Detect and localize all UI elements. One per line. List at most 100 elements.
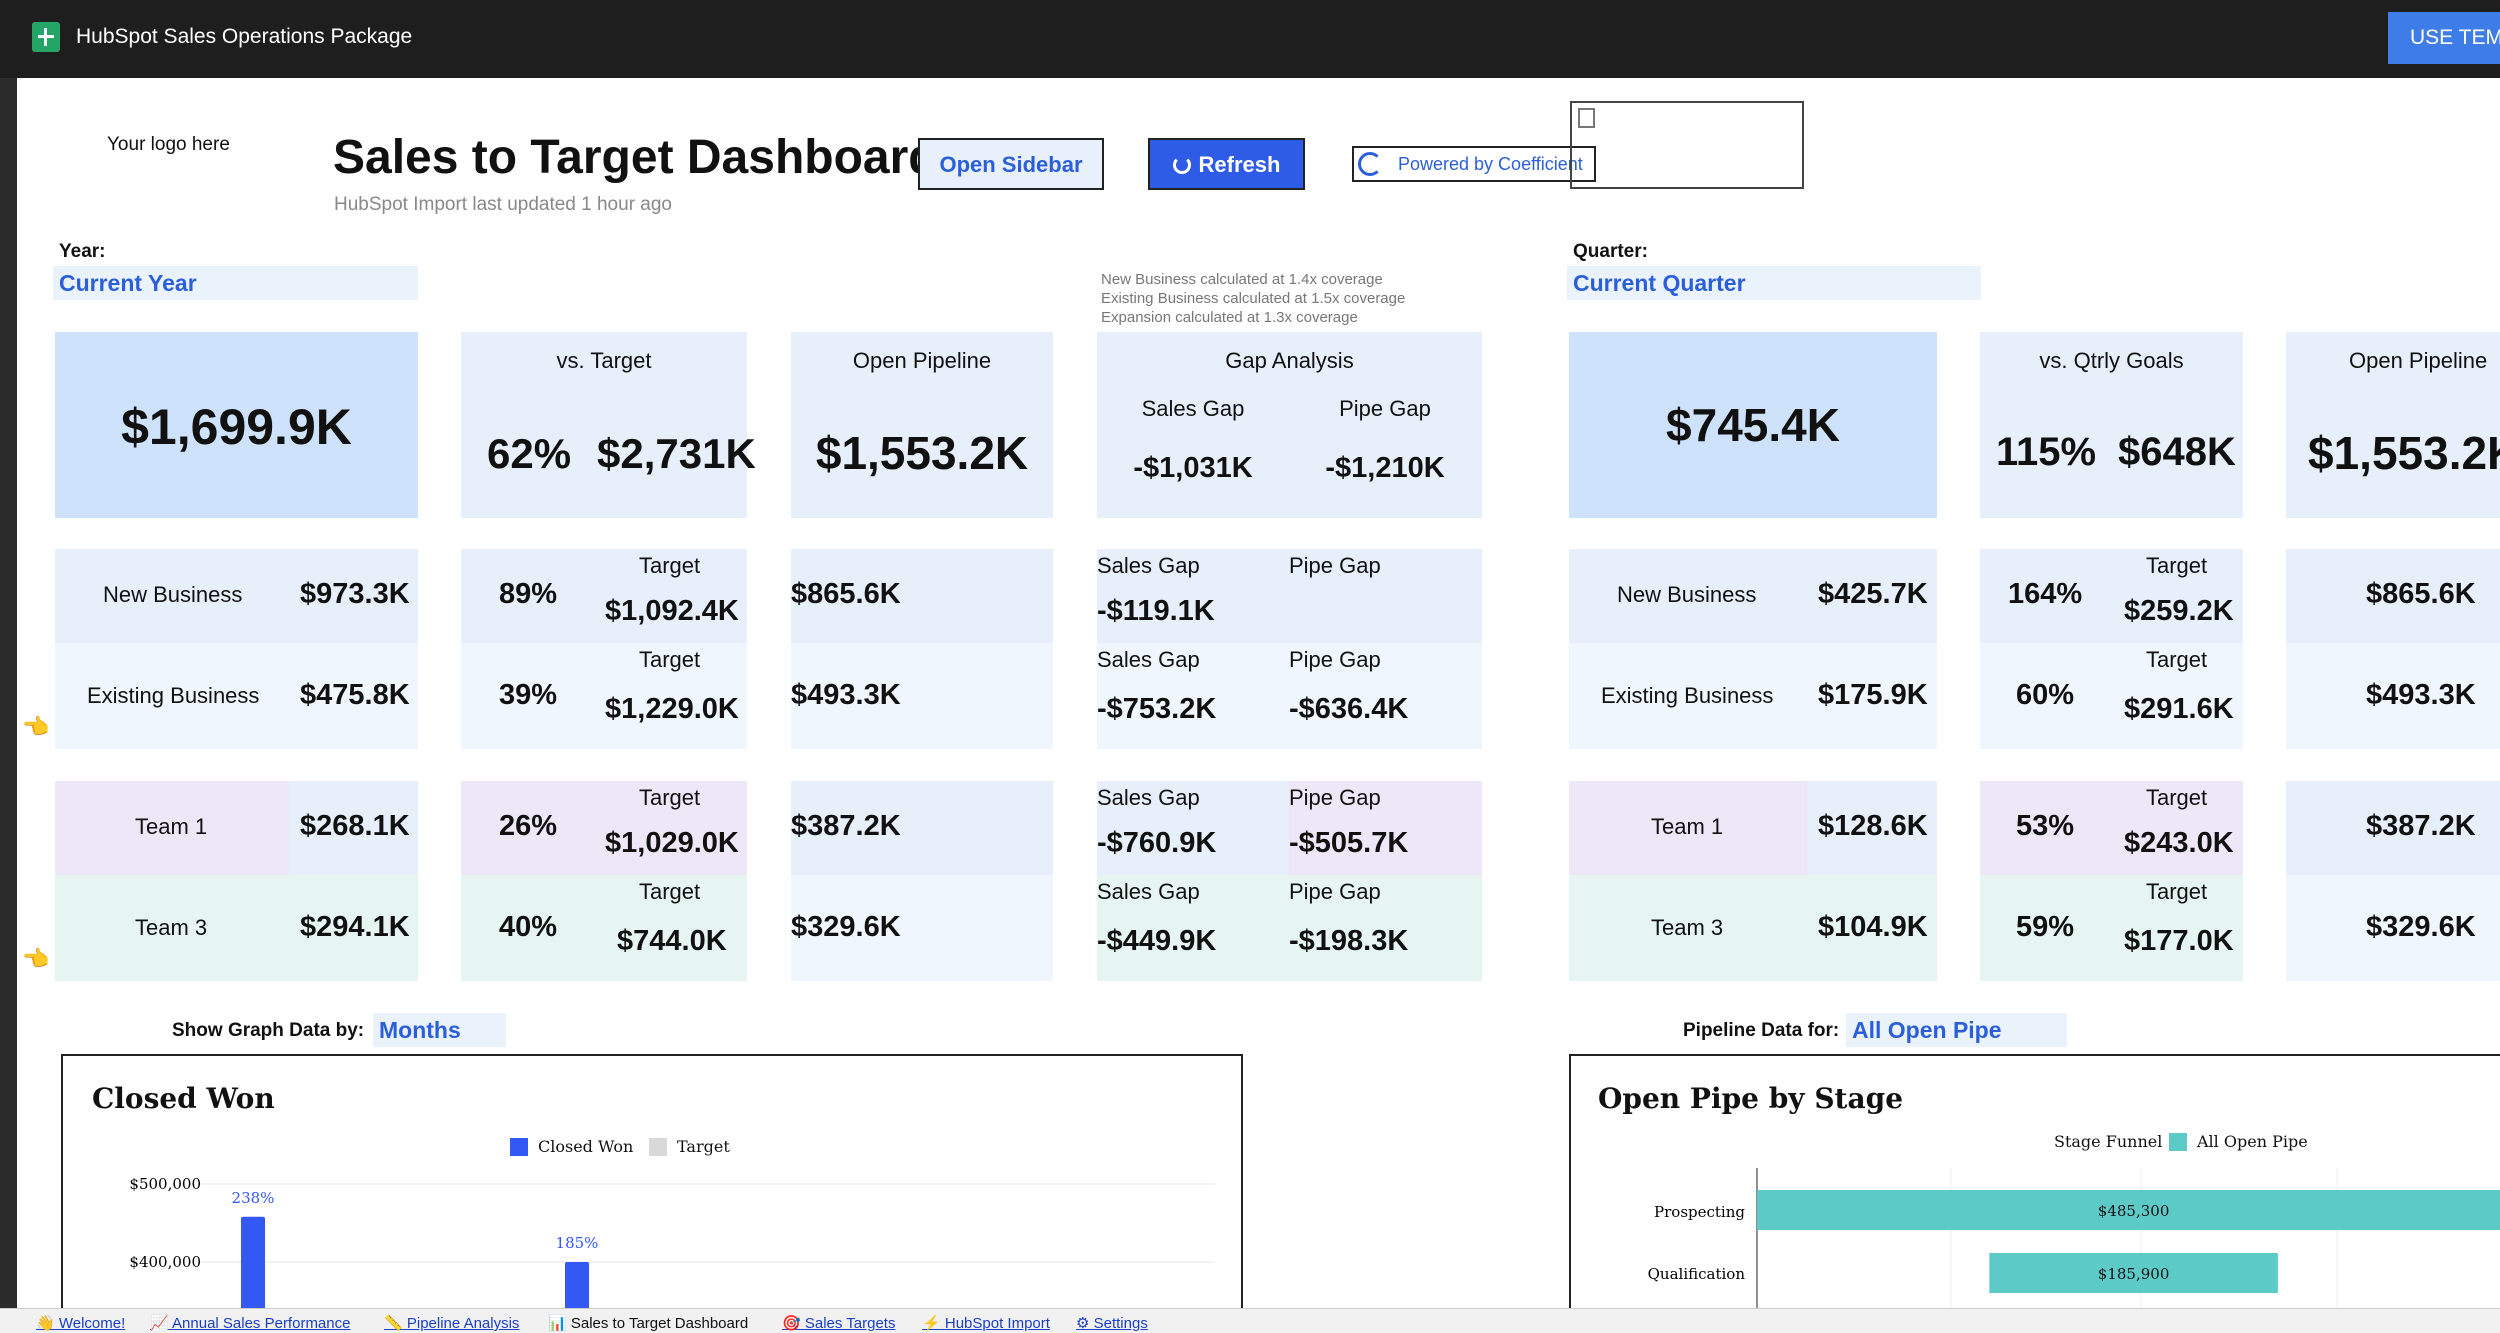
quarter-closed-total: $745.4K: [1666, 399, 1840, 451]
row-pct: 39%: [499, 679, 558, 711]
sales-gap-value: -$760.9K: [1097, 827, 1217, 859]
tab-label: Settings: [1093, 1315, 1148, 1332]
category-label: Prospecting: [1654, 1203, 1745, 1221]
page-title: Sales to Target Dashboard: [333, 131, 938, 184]
row-pipeline: $865.6K: [791, 578, 901, 610]
row-name: Team 1: [135, 814, 208, 839]
row-target: $243.0K: [2124, 827, 2234, 859]
year-row-pipeline-team-3: $329.6K: [791, 875, 1053, 981]
target-label: Target: [2146, 879, 2208, 904]
row-pipeline: $865.6K: [2366, 578, 2476, 610]
quarter-row-new-business: New Business $425.7K: [1569, 549, 1937, 643]
year-row-target-existing-business: 39% Target $1,229.0K: [461, 643, 747, 749]
tab-hubspot-import[interactable]: ⚡ HubSpot Import: [922, 1314, 1050, 1332]
coverage-note: New Business calculated at 1.4x coverage: [1101, 271, 1383, 288]
year-open-pipeline-card: Open Pipeline $1,553.2K: [791, 332, 1053, 518]
row-pct: 26%: [499, 810, 558, 842]
coverage-note: Existing Business calculated at 1.5x cov…: [1101, 290, 1406, 307]
target-label: Target: [639, 785, 701, 810]
year-label: Year:: [59, 241, 106, 262]
pipe-gap-label: Pipe Gap: [1289, 785, 1381, 810]
open-pipe-plot: Prospecting Qualification $485,300 $185,…: [1648, 1168, 2500, 1312]
graph-data-label: Show Graph Data by:: [172, 1020, 365, 1041]
sales-gap-value: -$119.1K: [1097, 595, 1215, 627]
gap-analysis-card: Gap Analysis Sales Gap Pipe Gap -$1,031K…: [1097, 332, 1482, 518]
row-closed: $294.1K: [300, 911, 410, 943]
quarter-row-target-team-3: 59% Target $177.0K: [1980, 875, 2243, 981]
image-placeholder-box: [1570, 101, 1804, 189]
tab-label: Sales Targets: [804, 1315, 896, 1332]
legend-label: Target: [677, 1137, 730, 1156]
row-pipeline: $493.3K: [2366, 679, 2476, 711]
y-tick-label: $400,000: [129, 1253, 201, 1271]
row-pipeline: $387.2K: [2366, 810, 2476, 842]
row-closed: $104.9K: [1818, 911, 1928, 943]
row-name: Existing Business: [1601, 683, 1774, 708]
row-name: New Business: [1617, 582, 1757, 607]
row-name: Team 3: [135, 915, 208, 940]
closed-won-plot: $500,000 $400,000 238% 185%: [129, 1175, 1215, 1312]
quarter-row-team-1: Team 1 $128.6K: [1569, 781, 1937, 875]
app-title: HubSpot Sales Operations Package: [76, 25, 413, 48]
quarter-row-target-team-1: 53% Target $243.0K: [1980, 781, 2243, 875]
row-closed: $425.7K: [1818, 578, 1928, 610]
tab-annual-sales-performance[interactable]: 📈 Annual Sales Performance: [150, 1314, 350, 1332]
row-target: $177.0K: [2124, 925, 2234, 957]
tab-welcome[interactable]: 👋 Welcome!: [36, 1314, 125, 1332]
gap-analysis-label: Gap Analysis: [1225, 348, 1354, 373]
pipeline-data-dropdown[interactable]: All Open Pipe: [1846, 1013, 2067, 1047]
quarter-open-pipeline-card: Open Pipeline $1,553.2K: [2286, 332, 2500, 518]
quarter-closed-total-card: $745.4K: [1569, 332, 1937, 518]
chart-title: Open Pipe by Stage: [1598, 1082, 1904, 1115]
sales-gap-bg: [1097, 781, 1289, 875]
coverage-note: Expansion calculated at 1.3x coverage: [1101, 309, 1358, 326]
category-label: Qualification: [1648, 1265, 1746, 1283]
row-closed: $128.6K: [1818, 810, 1928, 842]
team-1-swatch: [1569, 781, 1807, 875]
year-row-pipeline-new-business: $865.6K: [791, 549, 1053, 643]
tab-settings[interactable]: ⚙ Settings: [1076, 1314, 1148, 1332]
tab-pipeline-analysis[interactable]: 📏 Pipeline Analysis: [384, 1314, 519, 1332]
open-pipeline-amount: $1,553.2K: [2308, 427, 2500, 479]
pipe-gap-value: -$198.3K: [1289, 925, 1409, 957]
powered-by-coefficient-link[interactable]: Powered by Coefficient: [1352, 146, 1596, 182]
vs-goals-amount: $648K: [2118, 430, 2236, 474]
sales-gap-label: Sales Gap: [1141, 396, 1245, 421]
coefficient-logo-icon: [1358, 152, 1382, 176]
year-dropdown[interactable]: Current Year: [53, 266, 418, 300]
open-sidebar-button[interactable]: Open Sidebar: [918, 138, 1104, 190]
pipe-gap-label: Pipe Gap: [1289, 647, 1381, 672]
refresh-button[interactable]: Refresh: [1148, 138, 1305, 190]
row-target: $1,029.0K: [605, 827, 739, 859]
quarter-dropdown[interactable]: Current Quarter: [1567, 266, 1981, 300]
tab-sales-targets[interactable]: 🎯 Sales Targets: [782, 1314, 895, 1332]
tab-label: Annual Sales Performance: [172, 1315, 351, 1332]
tab-label: HubSpot Import: [944, 1315, 1050, 1332]
target-icon: 🎯: [782, 1315, 801, 1332]
year-vs-target-card: vs. Target 62% $2,731K: [461, 332, 756, 518]
use-template-button[interactable]: USE TEMPLATE: [2388, 12, 2500, 64]
closed-won-bar: [241, 1216, 265, 1312]
year-row-gap-team-1: Sales Gap Pipe Gap -$760.9K -$505.7K: [1097, 781, 1482, 875]
graph-data-dropdown[interactable]: Months: [373, 1013, 506, 1047]
legend-label: All Open Pipe: [2197, 1132, 2308, 1151]
row-pct: 40%: [499, 911, 558, 943]
stage-bar: [1989, 1253, 2278, 1293]
target-label: Target: [2146, 785, 2208, 810]
quarter-vs-goals-card: vs. Qtrly Goals 115% $648K: [1980, 332, 2243, 518]
pipeline-data-label: Pipeline Data for:: [1683, 1020, 1840, 1041]
row-target: $1,092.4K: [605, 595, 739, 627]
pipe-gap-label: Pipe Gap: [1289, 553, 1381, 578]
year-row-gap-team-3: Sales Gap Pipe Gap -$449.9K -$198.3K: [1097, 875, 1482, 981]
year-row-gap-existing-business: Sales Gap Pipe Gap -$753.2K -$636.4K: [1097, 643, 1482, 749]
row-target: $1,229.0K: [605, 693, 739, 725]
row-closed: $268.1K: [300, 810, 410, 842]
quarter-row-team-3: Team 3 $104.9K: [1569, 875, 1937, 981]
quarter-row-existing-business: Existing Business $175.9K: [1569, 643, 1937, 749]
tab-sales-to-target-dashboard[interactable]: 📊 Sales to Target Dashboard: [548, 1314, 748, 1332]
year-row-target-new-business: 89% Target $1,092.4K: [461, 549, 747, 643]
pipe-gap-label: Pipe Gap: [1339, 396, 1431, 421]
quarter-row-pipeline-existing-business: $493.3K: [2286, 643, 2500, 749]
pipe-gap-value: -$1,210K: [1325, 452, 1445, 484]
year-closed-total-card: $1,699.9K: [55, 332, 418, 518]
